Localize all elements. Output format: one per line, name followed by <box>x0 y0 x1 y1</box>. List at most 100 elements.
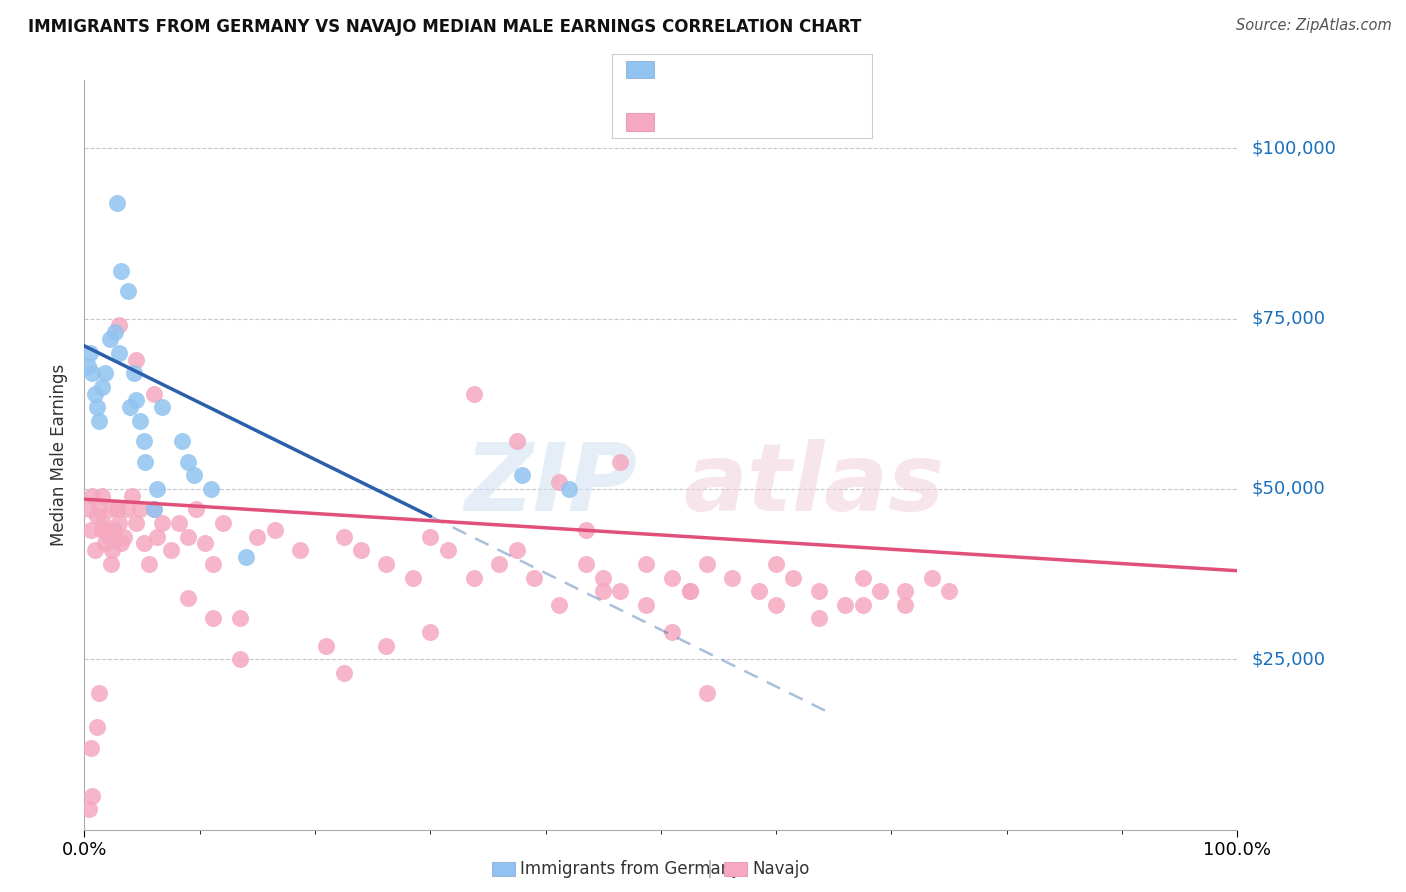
Point <box>160 543 183 558</box>
Point <box>90 380 112 394</box>
Point <box>194 536 217 550</box>
Point <box>150 401 173 415</box>
Point <box>333 530 356 544</box>
Point <box>105 195 128 210</box>
Point <box>235 550 257 565</box>
Point <box>263 523 285 537</box>
Point <box>150 516 173 530</box>
Text: $75,000: $75,000 <box>1251 310 1326 327</box>
Point <box>110 536 132 550</box>
Point <box>200 482 222 496</box>
Point <box>288 543 311 558</box>
Point <box>138 557 160 571</box>
Point <box>512 468 534 483</box>
Point <box>91 516 114 530</box>
Point <box>488 557 510 571</box>
Point <box>98 332 121 346</box>
Point <box>921 570 943 584</box>
Point <box>852 570 875 584</box>
Text: $50,000: $50,000 <box>1251 480 1324 498</box>
Point <box>83 543 105 558</box>
Point <box>782 570 804 584</box>
Point <box>419 530 441 544</box>
Point <box>177 455 200 469</box>
Point <box>80 740 103 755</box>
Point <box>375 557 398 571</box>
Text: atlas: atlas <box>683 439 945 531</box>
Point <box>89 686 111 700</box>
Point <box>807 584 830 599</box>
Point <box>80 523 103 537</box>
Text: Source: ZipAtlas.com: Source: ZipAtlas.com <box>1236 18 1392 33</box>
Point <box>142 386 165 401</box>
Point <box>548 475 571 490</box>
Point <box>83 386 105 401</box>
Point <box>120 401 142 415</box>
Point <box>506 543 529 558</box>
Point <box>108 345 131 359</box>
Point <box>103 523 125 537</box>
Point <box>112 530 135 544</box>
Point <box>350 543 373 558</box>
Point <box>765 557 787 571</box>
Point <box>134 434 156 449</box>
Point <box>94 536 117 550</box>
Point <box>894 598 917 612</box>
Point <box>86 401 108 415</box>
Point <box>436 543 458 558</box>
Point <box>592 570 614 584</box>
Point <box>177 530 200 544</box>
Point <box>94 523 117 537</box>
Point <box>122 366 145 380</box>
Text: Immigrants from Germany: Immigrants from Germany <box>520 860 741 878</box>
Point <box>90 523 112 537</box>
Point <box>134 536 156 550</box>
Point <box>609 455 631 469</box>
Point <box>177 591 200 605</box>
Point <box>77 502 100 516</box>
Point <box>121 489 143 503</box>
Point <box>834 598 856 612</box>
Point <box>634 557 657 571</box>
Point <box>696 686 718 700</box>
Text: N = 30: N = 30 <box>759 61 821 78</box>
Text: N = 99: N = 99 <box>759 113 821 131</box>
Point <box>609 584 631 599</box>
Point <box>172 434 194 449</box>
Point <box>661 625 683 640</box>
Point <box>100 502 122 516</box>
Text: Navajo: Navajo <box>752 860 810 878</box>
Point <box>679 584 702 599</box>
Point <box>246 530 269 544</box>
Point <box>128 502 150 516</box>
Point <box>506 434 529 449</box>
Point <box>229 611 252 625</box>
Point <box>333 665 356 680</box>
Point <box>94 366 117 380</box>
Text: ZIP: ZIP <box>465 439 638 531</box>
Text: IMMIGRANTS FROM GERMANY VS NAVAJO MEDIAN MALE EARNINGS CORRELATION CHART: IMMIGRANTS FROM GERMANY VS NAVAJO MEDIAN… <box>28 18 862 36</box>
Point <box>315 639 337 653</box>
Point <box>117 285 139 299</box>
Point <box>90 489 112 503</box>
Point <box>79 345 101 359</box>
Point <box>89 414 111 428</box>
Point <box>100 557 122 571</box>
Point <box>115 502 138 516</box>
Point <box>463 570 485 584</box>
Point <box>108 318 131 333</box>
Point <box>375 639 398 653</box>
Point <box>679 584 702 599</box>
Point <box>661 570 683 584</box>
Point <box>592 584 614 599</box>
Point <box>402 570 425 584</box>
Point <box>894 584 917 599</box>
Point <box>125 393 148 408</box>
Point <box>186 502 208 516</box>
Text: R = -0.560: R = -0.560 <box>665 61 754 78</box>
Point <box>146 530 169 544</box>
Point <box>696 557 718 571</box>
Point <box>134 455 156 469</box>
Point <box>938 584 960 599</box>
Point <box>82 789 104 803</box>
